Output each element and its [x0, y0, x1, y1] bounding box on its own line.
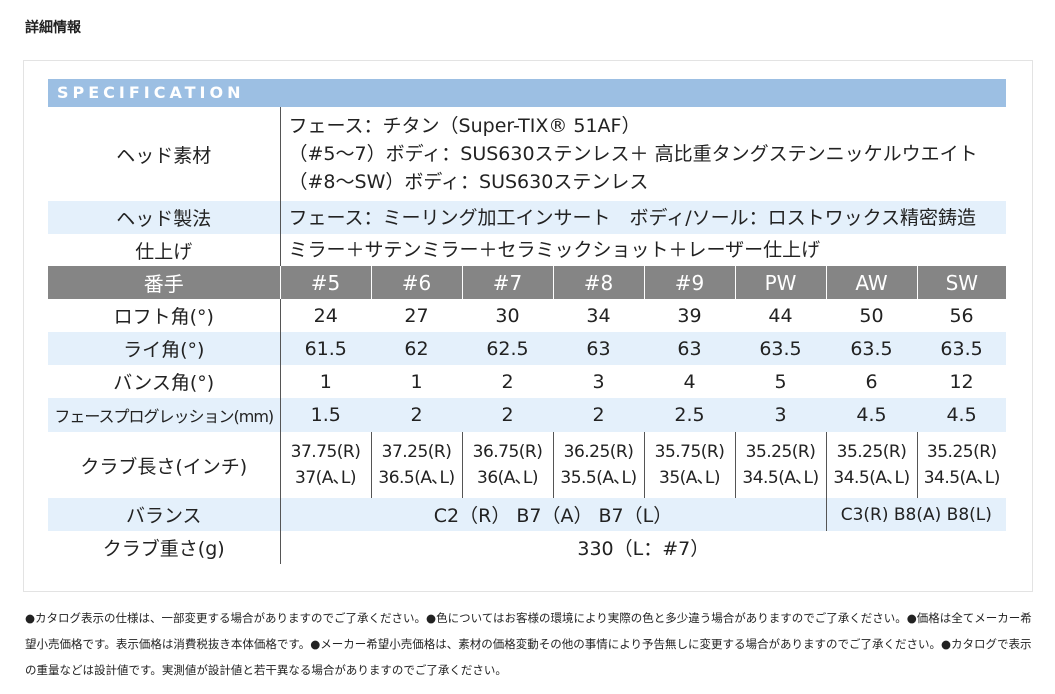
loft-cell: 44: [768, 304, 793, 327]
club-length-r: 37.25(R): [381, 442, 452, 462]
column-header: AW: [826, 266, 918, 299]
loft-cell: 34: [586, 304, 611, 327]
column-header: #8: [553, 266, 645, 299]
club-length-al: 35.5(A､L): [560, 468, 637, 488]
spec-table: ヘッド素材 フェース：チタン（Super-TIX® 51AF） （#5〜7）ボデ…: [48, 107, 1007, 564]
head-material-label: ヘッド素材: [48, 107, 281, 201]
club-length-cell: 37.25(R) 36.5(A､L): [371, 432, 463, 498]
head-method-value: フェース：ミーリング加工インサート ボディ/ソール：ロストワックス精密鋳造: [280, 201, 1007, 234]
number-header-label: 番手: [48, 266, 281, 299]
bounce-cell: 1: [319, 370, 332, 393]
progression-cell: 2: [462, 398, 553, 432]
club-length-r: 35.75(R): [654, 442, 725, 462]
lie-cell: 63: [553, 332, 644, 365]
club-length-al: 34.5(A､L): [742, 468, 819, 488]
head-material-line: （#8〜SW）ボディ：SUS630ステンレス: [288, 171, 649, 193]
club-length-cell: 35.25(R) 34.5(A､L): [735, 432, 827, 498]
loft-cell: 50: [859, 304, 884, 327]
bounce-cell: 12: [949, 370, 974, 393]
number-header-row: 番手 #5 #6 #7 #8 #9 PW AW SW: [48, 266, 1007, 299]
weight-value: 330（L：#7）: [577, 538, 710, 560]
lie-cell: 61.5: [280, 332, 371, 365]
weight-label: クラブ重さ(g): [48, 531, 281, 564]
head-material-line: （#5〜7）ボディ：SUS630ステンレス＋ 高比重タングステンニッケルウエイト: [288, 143, 978, 165]
loft-label: ロフト角(°): [48, 299, 281, 332]
bounce-cell: 6: [865, 370, 878, 393]
progression-cell: 4.5: [917, 398, 1007, 432]
head-method-label: ヘッド製法: [48, 201, 281, 234]
club-length-cell: 36.25(R) 35.5(A､L): [553, 432, 645, 498]
lie-cell: 63.5: [917, 332, 1007, 365]
progression-row: フェースプログレッション(mm) 1.5 2 2 2 2.5 3 4.5 4.5: [48, 398, 1007, 432]
column-header: SW: [917, 266, 1007, 299]
progression-cell: 2: [553, 398, 644, 432]
club-length-r: 36.25(R): [563, 442, 634, 462]
club-length-row: クラブ長さ(インチ) 37.75(R) 37(A､L) 37.25(R) 36.5(…: [48, 432, 1006, 498]
balance-label: バランス: [48, 498, 281, 531]
page-title: 詳細情報: [25, 20, 81, 36]
club-length-al: 34.5(A､L): [833, 468, 910, 488]
club-length-al: 36.5(A､L): [378, 468, 455, 488]
club-length-label: クラブ長さ(インチ): [48, 432, 281, 498]
progression-cell: 3: [735, 398, 826, 432]
finish-value: ミラー＋サテンミラー＋セラミックショット＋レーザー仕上げ: [288, 239, 821, 261]
club-length-cell: 36.75(R) 36(A､L): [462, 432, 554, 498]
club-length-al: 35(A､L): [659, 468, 721, 488]
column-header: #7: [462, 266, 554, 299]
club-length-r: 35.25(R): [926, 442, 997, 462]
balance-main-value: C2（R） B7（A） B7（L）: [280, 498, 827, 531]
club-length-r: 36.75(R): [472, 442, 543, 462]
head-material-line: フェース：チタン（Super-TIX® 51AF）: [288, 115, 641, 137]
finish-label: 仕上げ: [48, 234, 281, 266]
bounce-cell: 5: [774, 370, 787, 393]
bounce-cell: 1: [410, 370, 423, 393]
club-length-al: 37(A､L): [295, 468, 357, 488]
balance-wedge-value: C3(R) B8(A) B8(L): [826, 498, 1007, 531]
progression-cell: 2: [371, 398, 462, 432]
head-material-value: フェース：チタン（Super-TIX® 51AF） （#5〜7）ボディ：SUS6…: [280, 107, 1006, 201]
club-length-r: 35.25(R): [836, 442, 907, 462]
bounce-cell: 4: [683, 370, 696, 393]
lie-cell: 62: [371, 332, 462, 365]
lie-cell: 62.5: [462, 332, 553, 365]
club-length-cell: 35.75(R) 35(A､L): [644, 432, 736, 498]
lie-cell: 63: [644, 332, 735, 365]
lie-cell: 63.5: [735, 332, 826, 365]
progression-cell: 1.5: [280, 398, 371, 432]
club-length-al: 34.5(A､L): [923, 468, 1001, 488]
balance-row: バランス C2（R） B7（A） B7（L） C3(R) B8(A) B8(L): [48, 498, 1007, 531]
club-length-al: 36(A､L): [477, 468, 539, 488]
column-header: #6: [371, 266, 463, 299]
column-header: PW: [735, 266, 827, 299]
loft-cell: 56: [949, 304, 974, 327]
lie-row: ライ角(°) 61.5 62 62.5 63 63 63.5 63.5 63.5: [48, 332, 1007, 365]
bounce-row: バンス角(°) 1 1 2 3 4 5 6 12: [48, 365, 1006, 398]
loft-cell: 27: [404, 304, 429, 327]
bounce-cell: 2: [501, 370, 514, 393]
lie-cell: 63.5: [826, 332, 917, 365]
loft-cell: 39: [677, 304, 702, 327]
club-length-cell: 37.75(R) 37(A､L): [280, 432, 372, 498]
head-method-row: ヘッド製法 フェース：ミーリング加工インサート ボディ/ソール：ロストワックス精…: [48, 201, 1007, 234]
progression-label: フェースプログレッション(mm): [48, 398, 281, 432]
bounce-label: バンス角(°): [48, 365, 281, 398]
progression-cell: 2.5: [644, 398, 735, 432]
lie-label: ライ角(°): [48, 332, 281, 365]
weight-row: クラブ重さ(g) 330（L：#7）: [48, 531, 1006, 564]
progression-cell: 4.5: [826, 398, 917, 432]
loft-cell: 30: [495, 304, 520, 327]
column-header: #9: [644, 266, 736, 299]
bounce-cell: 3: [592, 370, 605, 393]
column-header: #5: [280, 266, 372, 299]
club-length-cell: 35.25(R) 34.5(A､L): [826, 432, 918, 498]
finish-row: 仕上げ ミラー＋サテンミラー＋セラミックショット＋レーザー仕上げ: [48, 234, 1006, 266]
loft-cell: 24: [313, 304, 338, 327]
notes-text: ●カタログ表示の仕様は、一部変更する場合がありますのでご了承ください。●色につい…: [25, 611, 1032, 677]
loft-row: ロフト角(°) 24 27 30 34 39 44 50 56: [48, 299, 1006, 332]
club-length-cell: 35.25(R) 34.5(A､L): [917, 432, 1006, 498]
club-length-r: 35.25(R): [745, 442, 816, 462]
club-length-r: 37.75(R): [290, 442, 361, 462]
spec-header: SPECIFICATION: [48, 79, 1006, 107]
head-material-row: ヘッド素材 フェース：チタン（Super-TIX® 51AF） （#5〜7）ボデ…: [48, 107, 1006, 201]
